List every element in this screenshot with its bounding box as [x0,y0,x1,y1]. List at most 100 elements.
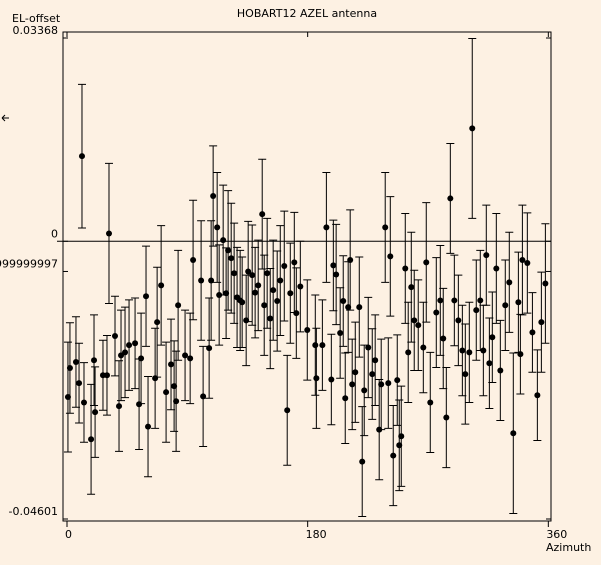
data-point [542,280,549,287]
data-point [455,317,462,324]
y-tick-label: -0.04601 [9,505,58,518]
data-point [510,430,517,437]
data-point [274,298,281,305]
cursor-arrow [1,114,9,122]
data-point [143,293,150,300]
data-point [385,380,392,387]
data-point [466,349,473,356]
data-point [437,297,444,304]
data-point [345,304,352,311]
plot-frame [62,31,552,522]
data-point [369,371,376,378]
data-point [313,375,320,382]
data-point [239,299,246,306]
data-point [214,224,221,231]
data-point [66,365,73,372]
data-point [103,372,110,379]
data-point [359,458,366,465]
x-tick-label: 180 [306,528,327,541]
y-axis-label: EL-offset [12,12,61,25]
data-point [220,237,227,244]
data-point [168,361,175,368]
data-point [356,304,363,311]
data-point [489,334,496,341]
data-point [483,252,490,259]
data-point [515,299,522,306]
data-point [80,399,87,406]
data-point [361,387,368,394]
data-point [394,377,401,384]
y-tick-label: 0 [51,227,58,240]
data-point [538,319,545,326]
data-point [261,302,268,309]
data-point [210,193,217,200]
data-point [447,195,454,202]
data-point [173,398,180,405]
x-axis-label: Azimuth [546,541,591,554]
data-point [382,224,389,231]
data-point [534,392,541,399]
data-point [506,279,513,286]
data-point [255,282,262,289]
data-point [405,349,412,356]
data-point [408,284,415,291]
data-point [411,317,418,324]
data-point [72,359,79,366]
data-point [529,329,536,336]
data-point [319,342,326,349]
data-point [297,283,304,290]
data-point [291,259,298,266]
data-point [182,352,189,359]
data-point [231,270,238,277]
data-point [519,257,526,263]
data-point [342,395,349,402]
data-point [91,357,98,364]
data-point [264,270,271,277]
data-point [175,302,182,309]
data-point [132,340,139,347]
data-point [497,367,504,374]
data-point [415,322,422,329]
data-point [105,230,112,237]
data-point [459,347,466,354]
data-point [145,423,152,430]
data-point [245,268,252,275]
data-point [88,436,95,443]
data-point [477,297,484,304]
x-tick-label: 0 [65,528,72,541]
data-point [312,342,319,349]
y-tick-label: -0.004999999997 [0,257,58,270]
data-point [64,394,71,401]
data-point [323,224,330,231]
data-point [337,330,344,337]
data-point [423,259,430,266]
data-point [277,277,284,284]
data-point [402,265,409,272]
data-point [200,393,207,400]
data-point [502,302,509,309]
data-point [433,309,440,316]
data-point [252,289,259,296]
y-tick-label: 0.03368 [13,24,59,37]
data-point [287,290,294,297]
data-point [163,389,170,396]
data-point [270,287,277,294]
data-point [473,307,480,314]
data-point [396,442,403,449]
data-point [451,297,458,304]
data-point [378,381,385,388]
data-point [517,351,524,358]
data-point [347,257,354,263]
data-point [281,263,288,270]
data-point [267,315,274,322]
data-point [78,153,85,160]
data-point [443,414,450,421]
data-point [427,399,434,406]
data-point [122,349,129,356]
data-point [138,355,145,362]
data-point [390,452,397,459]
data-point [524,260,531,267]
data-point [365,344,372,351]
data-point [328,376,335,383]
data-point [92,409,99,416]
